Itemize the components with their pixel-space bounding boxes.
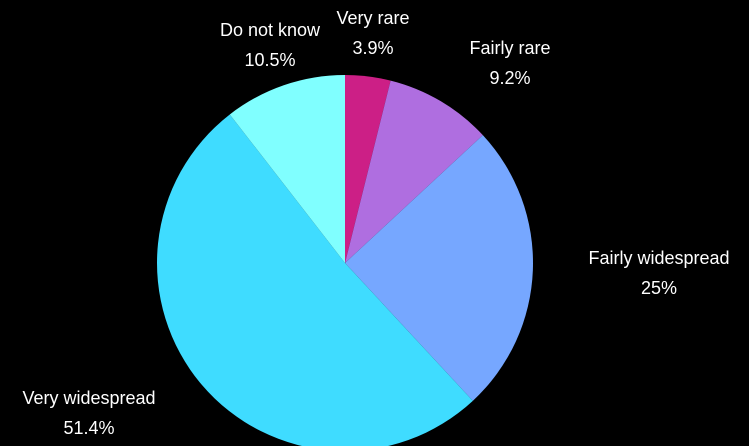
slice-label-fairly-widespread: Fairly widespread: [588, 248, 729, 268]
slice-label-fairly-rare: Fairly rare: [469, 38, 550, 58]
pie-slices: [157, 75, 533, 446]
slice-value-fairly-rare: 9.2%: [489, 68, 530, 88]
pie-slice-very-rare: [345, 75, 391, 263]
slice-value-do-not-know: 10.5%: [244, 50, 295, 70]
pie-labels: Very rare 3.9% Fairly rare 9.2% Fairly wides…: [22, 8, 729, 438]
pie-slice-very-widespread: [157, 114, 473, 446]
slice-value-fairly-widespread: 25%: [641, 278, 677, 298]
slice-value-very-widespread: 51.4%: [63, 418, 114, 438]
pie-slice-fairly-widespread: [345, 135, 533, 401]
pie-slice-fairly-rare: [345, 80, 483, 264]
slice-label-do-not-know: Do not know: [220, 20, 321, 40]
slice-label-very-rare: Very rare: [336, 8, 409, 28]
pie-slice-do-not-know: [229, 75, 345, 263]
slice-value-very-rare: 3.9%: [352, 38, 393, 58]
slice-label-very-widespread: Very widespread: [22, 388, 155, 408]
